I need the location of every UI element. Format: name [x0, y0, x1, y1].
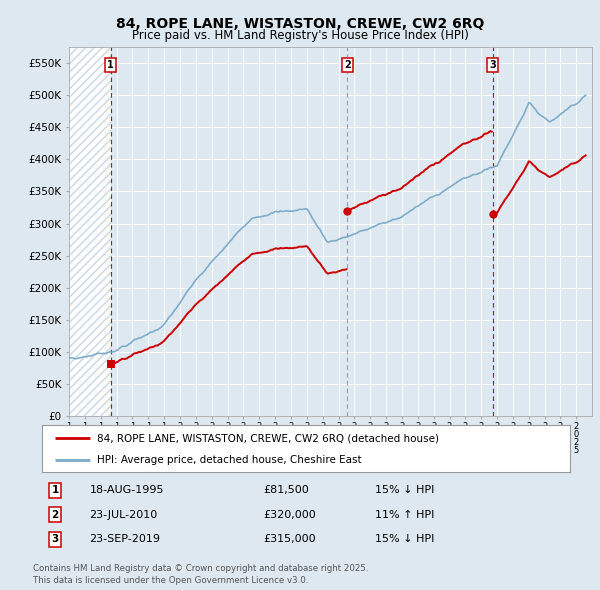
- Text: Contains HM Land Registry data © Crown copyright and database right 2025.
This d: Contains HM Land Registry data © Crown c…: [33, 565, 368, 585]
- Text: 1: 1: [107, 60, 114, 70]
- Text: 1: 1: [52, 486, 59, 496]
- Text: £81,500: £81,500: [264, 486, 310, 496]
- Text: 84, ROPE LANE, WISTASTON, CREWE, CW2 6RQ (detached house): 84, ROPE LANE, WISTASTON, CREWE, CW2 6RQ…: [97, 433, 439, 443]
- Text: 3: 3: [490, 60, 496, 70]
- Text: 18-AUG-1995: 18-AUG-1995: [89, 486, 164, 496]
- Text: £320,000: £320,000: [264, 510, 317, 520]
- Text: Price paid vs. HM Land Registry's House Price Index (HPI): Price paid vs. HM Land Registry's House …: [131, 30, 469, 42]
- Text: 3: 3: [52, 534, 59, 544]
- Text: 15% ↓ HPI: 15% ↓ HPI: [374, 534, 434, 544]
- Text: 11% ↑ HPI: 11% ↑ HPI: [374, 510, 434, 520]
- Text: £315,000: £315,000: [264, 534, 316, 544]
- Text: 23-SEP-2019: 23-SEP-2019: [89, 534, 161, 544]
- Text: 23-JUL-2010: 23-JUL-2010: [89, 510, 158, 520]
- Text: HPI: Average price, detached house, Cheshire East: HPI: Average price, detached house, Ches…: [97, 455, 362, 465]
- Text: 2: 2: [52, 510, 59, 520]
- Text: 2: 2: [344, 60, 350, 70]
- Text: 15% ↓ HPI: 15% ↓ HPI: [374, 486, 434, 496]
- Text: 84, ROPE LANE, WISTASTON, CREWE, CW2 6RQ: 84, ROPE LANE, WISTASTON, CREWE, CW2 6RQ: [116, 17, 484, 31]
